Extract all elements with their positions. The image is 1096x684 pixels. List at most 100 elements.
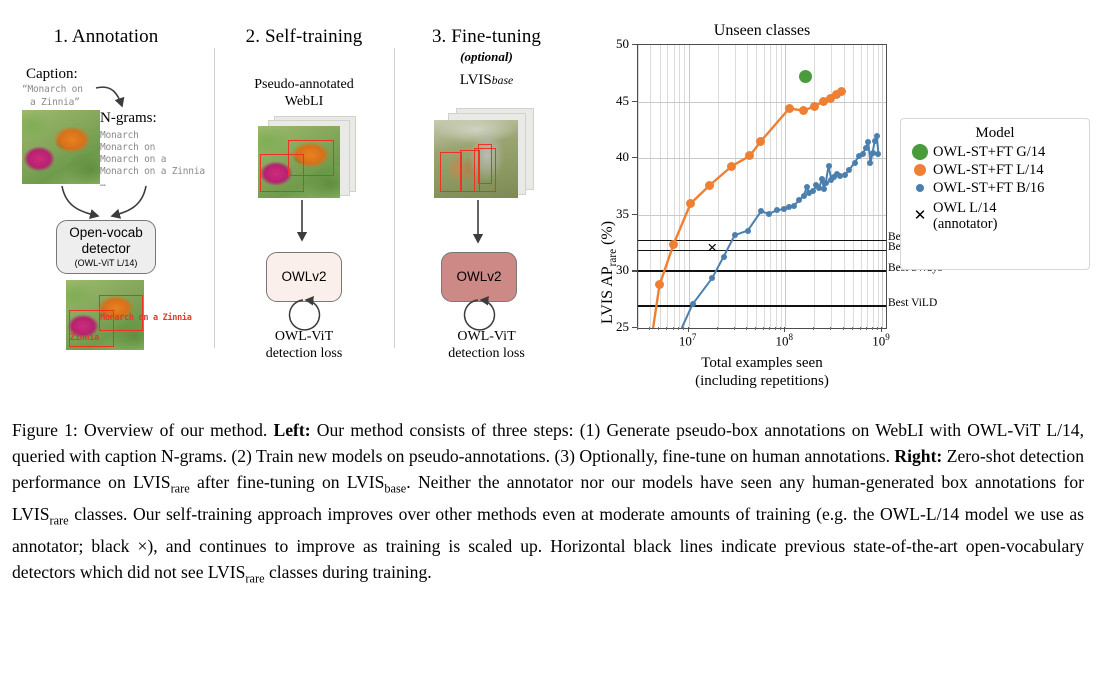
- caption-seg6: classes. Our self-training approach impr…: [12, 503, 1084, 583]
- data-point-s2-16: [810, 188, 817, 195]
- ylabel-unit: (%): [599, 220, 616, 249]
- flow-arrow-panel2: [296, 200, 308, 242]
- data-point-s2-29: [851, 159, 858, 166]
- x-tick-minor: [830, 327, 832, 330]
- series-line-2: [680, 134, 880, 328]
- data-point-s1-2: [669, 239, 679, 249]
- gridline-x-major: [882, 45, 884, 328]
- x-tick-minor: [842, 327, 844, 330]
- owlv2-label-3: OWLv2: [456, 269, 502, 284]
- caption-text-line1: “Monarch on: [22, 84, 83, 95]
- gridline-x-minor: [860, 45, 862, 328]
- data-point-s2-6: [757, 208, 764, 215]
- x-tick-minor: [851, 327, 853, 330]
- x-tick-minor: [762, 327, 764, 330]
- panel-2-loss-label: OWL-ViT detection loss: [214, 328, 394, 362]
- caption-bold-left: Left:: [273, 420, 311, 440]
- y-tick-mark-50: [632, 44, 637, 46]
- y-tick-mark-40: [632, 157, 637, 159]
- open-vocab-detector-node: Open-vocab detector (OWL-ViT L/14): [56, 220, 156, 274]
- xlabel-line1: Total examples seen: [701, 355, 823, 371]
- panel-1-title: 1. Annotation: [53, 26, 159, 47]
- data-point-s2-15: [805, 190, 812, 197]
- data-point-s2-36: [871, 138, 878, 145]
- caption-seg2: Our method consists of three steps: (1) …: [12, 420, 1084, 466]
- panel-3-title: 3. Fine-tuning: [431, 26, 542, 47]
- loss-line1-p2: OWL-ViT: [274, 329, 334, 344]
- ngram-item-4: …: [100, 178, 106, 189]
- y-tick-label-45: 45: [616, 92, 629, 108]
- gt-box-giraffe-1: [440, 152, 462, 192]
- lvis-base-main: LVIS: [459, 72, 492, 88]
- gridline-x-minor: [679, 45, 681, 328]
- legend-label-b16: OWL-ST+FT B/16: [933, 180, 1045, 196]
- data-point-s2-21: [822, 180, 829, 187]
- panel-2-title: 2. Self-training: [245, 26, 363, 47]
- chart-xlabel: Total examples seen (including repetitio…: [637, 354, 887, 390]
- legend-item-annotator[interactable]: ✕ OWL L/14 (annotator): [907, 200, 1089, 232]
- legend-item-l14[interactable]: OWL-ST+FT L/14: [907, 162, 1089, 178]
- gridline-x-major: [785, 45, 787, 328]
- x-tick-label-1: 108: [775, 332, 794, 349]
- caption-seg3: Zero-shot detection performance on LVIS: [12, 445, 1084, 492]
- detection-label-zinnia: Zinnia: [70, 333, 99, 343]
- data-point-s1-14: [836, 86, 846, 96]
- data-point-s2-13: [800, 192, 807, 199]
- panel-2-data-label: Pseudo-annotated WebLI: [214, 76, 394, 110]
- pseudo-annotated-line2: WebLI: [284, 94, 324, 109]
- legend-label-annotator-line1: OWL L/14: [933, 200, 997, 216]
- data-point-s2-22: [825, 163, 832, 170]
- gridline-x-minor: [734, 45, 736, 328]
- legend-marker-x-icon: ✕: [913, 207, 927, 224]
- data-point-s2-28: [846, 166, 853, 173]
- gridline-y: [638, 214, 886, 216]
- caption-bold-right: Right:: [894, 445, 943, 466]
- legend-label-annotator: OWL L/14 (annotator): [933, 200, 997, 232]
- reference-line-1: [638, 249, 886, 252]
- data-point-s2-33: [865, 139, 872, 146]
- y-tick-label-50: 50: [616, 36, 629, 51]
- y-tick-label-30: 30: [616, 262, 629, 278]
- data-point-s2-3: [720, 253, 727, 260]
- loss-line1-p3: OWL-ViT: [457, 329, 516, 344]
- data-point-s1-1: [654, 280, 664, 290]
- data-point-s2-18: [816, 184, 823, 191]
- data-point-s2-26: [837, 173, 844, 180]
- gridline-x-minor: [877, 45, 879, 328]
- data-point-s1-12: [825, 93, 835, 103]
- panel-self-training: 2. Self-training Pseudo-annotated WebLI …: [214, 0, 394, 400]
- x-tick-minor: [774, 327, 776, 330]
- annotated-image-butterfly: [66, 280, 144, 350]
- lvis-base-sub: base: [491, 74, 514, 87]
- data-point-s2-25: [833, 171, 840, 178]
- caption-label: Caption:: [26, 66, 78, 82]
- x-tick-minor: [716, 327, 718, 330]
- lvis-image-front: [434, 120, 518, 198]
- legend-marker-orange-circle-icon: [907, 164, 933, 176]
- detector-label-line2: detector: [81, 241, 131, 256]
- data-point-s1-10: [809, 101, 819, 111]
- y-tick-mark-35: [632, 213, 637, 215]
- x-tick-minor: [769, 327, 771, 330]
- lvis-image-stack: [434, 108, 544, 204]
- owlv2-node-selftraining: OWLv2: [266, 252, 342, 302]
- legend-item-b16[interactable]: OWL-ST+FT B/16: [907, 180, 1089, 196]
- chart-legend: Model OWL-ST+FT G/14 OWL-ST+FT L/14 OWL-…: [900, 118, 1090, 270]
- loss-line2-p2: detection loss: [265, 346, 343, 361]
- panel-annotation: 1. Annotation Caption: “Monarch on a Zin…: [0, 0, 214, 400]
- gridline-x-minor: [775, 45, 777, 328]
- x-tick-minor: [871, 327, 873, 330]
- data-point-s2-34: [867, 159, 874, 166]
- data-point-s1-5: [727, 161, 737, 171]
- legend-item-g14[interactable]: OWL-ST+FT G/14: [907, 144, 1089, 160]
- data-point-s2-23: [828, 176, 835, 183]
- gridline-x-minor: [756, 45, 758, 328]
- gridline-x-minor: [717, 45, 719, 328]
- ngram-item-3: Monarch on a Zinnia: [100, 166, 205, 177]
- gridline-x-minor: [673, 45, 675, 328]
- data-point-s2-24: [831, 174, 838, 181]
- gridline-x-minor: [780, 45, 782, 328]
- lvis-base-label: LVISbase: [394, 72, 579, 89]
- figure-panel: 1. Annotation Caption: “Monarch on a Zin…: [0, 0, 1090, 400]
- gridline-x-minor: [746, 45, 748, 328]
